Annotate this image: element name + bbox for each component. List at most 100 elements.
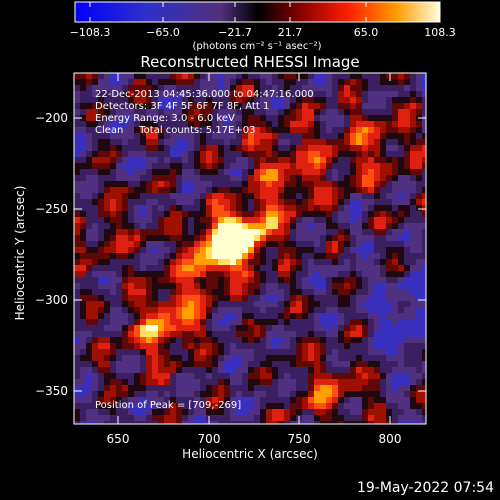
- image-pixel: [122, 103, 128, 109]
- image-pixel: [254, 397, 260, 403]
- image-pixel: [164, 181, 170, 187]
- image-pixel: [356, 421, 362, 424]
- image-pixel: [380, 97, 386, 103]
- image-pixel: [356, 91, 362, 97]
- image-pixel: [338, 235, 344, 241]
- image-pixel: [140, 421, 146, 424]
- image-pixel: [326, 187, 332, 193]
- image-pixel: [362, 337, 368, 343]
- image-pixel: [74, 175, 80, 181]
- image-pixel: [398, 235, 404, 241]
- image-pixel: [374, 421, 380, 424]
- image-pixel: [290, 379, 296, 385]
- image-pixel: [320, 187, 326, 193]
- image-pixel: [212, 139, 218, 145]
- image-pixel: [338, 223, 344, 229]
- image-pixel: [194, 271, 200, 277]
- image-pixel: [368, 193, 374, 199]
- image-pixel: [158, 193, 164, 199]
- image-pixel: [122, 391, 128, 397]
- image-pixel: [92, 97, 98, 103]
- image-pixel: [218, 211, 224, 217]
- image-pixel: [386, 211, 392, 217]
- image-pixel: [356, 169, 362, 175]
- image-pixel: [164, 277, 170, 283]
- image-pixel: [110, 301, 116, 307]
- image-pixel: [164, 415, 170, 421]
- image-pixel: [248, 415, 254, 421]
- image-pixel: [296, 271, 302, 277]
- image-pixel: [104, 133, 110, 139]
- image-pixel: [380, 91, 386, 97]
- image-pixel: [134, 115, 140, 121]
- image-pixel: [122, 163, 128, 169]
- image-pixel: [236, 85, 242, 91]
- image-pixel: [80, 145, 86, 151]
- image-pixel: [260, 175, 266, 181]
- image-pixel: [410, 379, 416, 385]
- image-pixel: [200, 373, 206, 379]
- image-pixel: [254, 295, 260, 301]
- image-pixel: [152, 85, 158, 91]
- image-pixel: [74, 199, 80, 205]
- image-pixel: [326, 163, 332, 169]
- image-pixel: [188, 361, 194, 367]
- image-pixel: [182, 175, 188, 181]
- image-pixel: [320, 169, 326, 175]
- image-pixel: [356, 283, 362, 289]
- image-pixel: [206, 199, 212, 205]
- image-pixel: [206, 325, 212, 331]
- image-pixel: [86, 277, 92, 283]
- image-pixel: [416, 199, 422, 205]
- image-pixel: [416, 397, 422, 403]
- image-pixel: [170, 289, 176, 295]
- image-pixel: [326, 175, 332, 181]
- image-pixel: [392, 361, 398, 367]
- image-pixel: [140, 187, 146, 193]
- image-pixel: [194, 415, 200, 421]
- image-pixel: [416, 295, 422, 301]
- image-pixel: [260, 169, 266, 175]
- image-pixel: [326, 403, 332, 409]
- image-pixel: [206, 133, 212, 139]
- image-pixel: [236, 319, 242, 325]
- image-pixel: [278, 163, 284, 169]
- image-pixel: [344, 373, 350, 379]
- image-pixel: [212, 415, 218, 421]
- image-pixel: [356, 265, 362, 271]
- image-pixel: [350, 121, 356, 127]
- image-pixel: [146, 199, 152, 205]
- image-pixel: [98, 283, 104, 289]
- image-pixel: [74, 91, 80, 97]
- image-pixel: [422, 247, 426, 253]
- image-pixel: [374, 355, 380, 361]
- image-pixel: [404, 115, 410, 121]
- image-pixel: [158, 313, 164, 319]
- image-pixel: [332, 205, 338, 211]
- image-pixel: [254, 103, 260, 109]
- image-pixel: [212, 295, 218, 301]
- image-pixel: [110, 205, 116, 211]
- image-pixel: [416, 121, 422, 127]
- image-pixel: [320, 205, 326, 211]
- image-pixel: [284, 277, 290, 283]
- image-pixel: [158, 145, 164, 151]
- image-pixel: [314, 301, 320, 307]
- image-pixel: [248, 289, 254, 295]
- image-pixel: [266, 223, 272, 229]
- image-pixel: [284, 403, 290, 409]
- image-pixel: [248, 385, 254, 391]
- image-pixel: [128, 205, 134, 211]
- image-pixel: [362, 97, 368, 103]
- image-pixel: [296, 211, 302, 217]
- image-pixel: [308, 307, 314, 313]
- image-pixel: [254, 337, 260, 343]
- image-pixel: [212, 103, 218, 109]
- image-pixel: [290, 79, 296, 85]
- image-pixel: [284, 163, 290, 169]
- image-pixel: [182, 421, 188, 424]
- image-pixel: [422, 283, 426, 289]
- image-pixel: [224, 127, 230, 133]
- image-pixel: [80, 241, 86, 247]
- image-pixel: [230, 295, 236, 301]
